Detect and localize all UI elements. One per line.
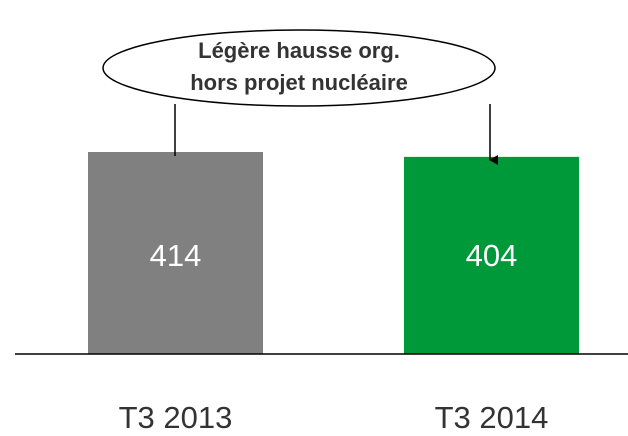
x-tick-label: T3 2013	[119, 400, 233, 435]
value-label: 414	[150, 238, 202, 273]
value-label: 404	[466, 238, 518, 273]
x-tick-label: T3 2014	[435, 400, 549, 435]
bar	[404, 156, 579, 354]
annotation-line: Légère hausse org.	[198, 38, 400, 63]
bar	[88, 152, 263, 354]
annotation-line: hors projet nucléaire	[190, 70, 408, 95]
annotation-bubble	[102, 29, 496, 107]
